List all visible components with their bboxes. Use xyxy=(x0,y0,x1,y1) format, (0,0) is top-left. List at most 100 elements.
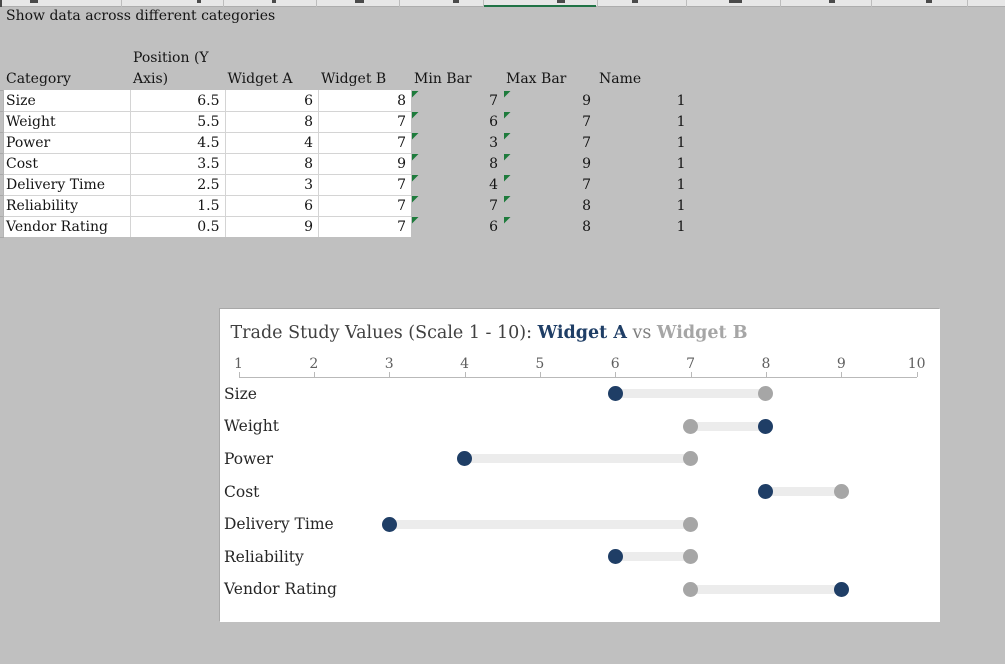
column-header-name[interactable]: Name xyxy=(599,47,688,90)
sheet-caption-cell[interactable]: Show data across different categories xyxy=(6,8,276,24)
cell-max_bar-row4[interactable]: 7 xyxy=(582,177,591,193)
cell-widget_b-row6[interactable]: 7 xyxy=(397,219,406,235)
column-header-widget-b[interactable]: Widget B xyxy=(321,47,408,90)
cell-widget_b-row3[interactable]: 9 xyxy=(397,156,406,172)
widget-a-dot xyxy=(381,516,397,532)
widget-b-dot xyxy=(758,386,774,402)
cell-min_bar-row2[interactable]: 3 xyxy=(489,135,498,151)
axis-tick-label: 7 xyxy=(686,355,696,372)
cell-widget_b-row1[interactable]: 7 xyxy=(397,114,406,130)
cell-widget_a-row6[interactable]: 9 xyxy=(304,219,313,235)
cell-name-row0[interactable]: 1 xyxy=(676,93,686,109)
cell-widget_b-row2[interactable]: 7 xyxy=(397,135,406,151)
cell-position-row3[interactable]: 3.5 xyxy=(197,156,220,172)
connector-bar xyxy=(464,454,691,464)
cell-min_bar-row0[interactable]: 7 xyxy=(489,93,498,109)
strip-separator xyxy=(399,0,400,7)
cell-widget_a-row3[interactable]: 8 xyxy=(304,156,313,172)
cell-name-row1[interactable]: 1 xyxy=(676,114,686,130)
cell-position-row1[interactable]: 5.5 xyxy=(197,114,220,130)
chart-category-label: Size xyxy=(224,384,257,403)
column-header-position-y-axis-[interactable]: Position (Y Axis) xyxy=(133,47,222,90)
widget-a-dot xyxy=(758,418,774,434)
gridline xyxy=(4,153,411,154)
column-header-category[interactable]: Category xyxy=(6,47,126,90)
data-range-background xyxy=(4,90,411,237)
widget-a-dot xyxy=(758,484,774,499)
cell-max_bar-row5[interactable]: 8 xyxy=(582,198,591,214)
cell-position-row6[interactable]: 0.5 xyxy=(197,219,220,235)
gridline xyxy=(318,90,319,237)
chart-title-widget-b: Widget B xyxy=(656,323,748,343)
cell-category-row1[interactable]: Weight xyxy=(6,114,56,130)
column-header-min-bar[interactable]: Min Bar xyxy=(414,47,500,90)
column-header-label: Widget B xyxy=(321,71,387,87)
cell-widget_a-row2[interactable]: 4 xyxy=(304,135,313,151)
cell-position-row0[interactable]: 6.5 xyxy=(197,93,220,109)
column-header-max-bar[interactable]: Max Bar xyxy=(506,47,593,90)
cell-min_bar-row5[interactable]: 7 xyxy=(489,198,498,214)
cell-position-row4[interactable]: 2.5 xyxy=(197,177,220,193)
cell-max_bar-row1[interactable]: 7 xyxy=(582,114,591,130)
cell-category-row6[interactable]: Vendor Rating xyxy=(6,219,108,235)
widget-b-dot xyxy=(683,418,699,434)
axis-tick-mark xyxy=(690,371,692,377)
cell-widget_a-row1[interactable]: 8 xyxy=(304,114,313,130)
cell-max_bar-row6[interactable]: 8 xyxy=(582,219,591,235)
cell-min_bar-row3[interactable]: 8 xyxy=(489,156,498,172)
axis-tick-label: 5 xyxy=(535,355,545,372)
cell-name-row3[interactable]: 1 xyxy=(676,156,686,172)
error-indicator-icon xyxy=(411,154,419,161)
cell-min_bar-row4[interactable]: 4 xyxy=(489,177,498,193)
chart-category-label: Vendor Rating xyxy=(224,580,337,599)
cell-category-row4[interactable]: Delivery Time xyxy=(6,177,106,193)
cell-position-row5[interactable]: 1.5 xyxy=(197,198,220,214)
cell-widget_a-row4[interactable]: 3 xyxy=(304,177,313,193)
cell-widget_a-row5[interactable]: 6 xyxy=(304,198,313,214)
cell-name-row2[interactable]: 1 xyxy=(676,135,686,151)
cell-category-row3[interactable]: Cost xyxy=(6,156,38,172)
gridline xyxy=(0,237,4,238)
cell-widget_b-row5[interactable]: 7 xyxy=(397,198,406,214)
cell-category-row0[interactable]: Size xyxy=(6,93,36,109)
strip-separator xyxy=(686,0,687,7)
cell-name-row4[interactable]: 1 xyxy=(676,177,686,193)
cropped-glyph-artifact xyxy=(197,0,201,3)
cropped-ribbon-strip xyxy=(0,0,1005,7)
cell-position-row2[interactable]: 4.5 xyxy=(197,135,220,151)
cell-max_bar-row3[interactable]: 9 xyxy=(582,156,591,172)
column-header-label: Max Bar xyxy=(506,71,567,87)
axis-tick-mark xyxy=(313,371,315,377)
chart-category-label: Cost xyxy=(224,482,260,501)
cell-widget_b-row4[interactable]: 7 xyxy=(397,177,406,193)
gridline xyxy=(4,216,411,217)
strip-separator xyxy=(871,0,872,7)
column-header-label: Min Bar xyxy=(414,71,472,87)
column-header-label: Widget A xyxy=(227,71,293,87)
cell-widget_a-row0[interactable]: 6 xyxy=(304,93,313,109)
active-tab-underline xyxy=(484,4,596,7)
error-indicator-icon xyxy=(503,175,511,182)
column-header-widget-a[interactable]: Widget A xyxy=(228,47,316,90)
cell-max_bar-row2[interactable]: 7 xyxy=(582,135,591,151)
widget-b-dot xyxy=(683,581,699,597)
axis-tick-label: 9 xyxy=(836,355,846,372)
gridline xyxy=(4,111,411,112)
connector-bar xyxy=(615,389,766,399)
cell-category-row5[interactable]: Reliability xyxy=(6,198,79,214)
axis-tick-mark xyxy=(539,371,541,377)
gridline xyxy=(0,195,4,196)
cell-name-row5[interactable]: 1 xyxy=(676,198,686,214)
gridline xyxy=(4,132,411,133)
cell-max_bar-row0[interactable]: 9 xyxy=(582,93,591,109)
worksheet: Show data across different categories Cat… xyxy=(0,8,1005,664)
gridline xyxy=(0,111,4,112)
dumbbell-chart[interactable]: Trade Study Values (Scale 1 - 10): Widge… xyxy=(220,309,940,622)
cell-widget_b-row0[interactable]: 8 xyxy=(397,93,406,109)
error-indicator-icon xyxy=(411,217,419,224)
cell-category-row2[interactable]: Power xyxy=(6,135,51,151)
widget-a-dot xyxy=(457,451,473,467)
cell-name-row6[interactable]: 1 xyxy=(676,219,686,235)
cell-min_bar-row1[interactable]: 6 xyxy=(489,114,498,130)
cell-min_bar-row6[interactable]: 6 xyxy=(489,219,498,235)
